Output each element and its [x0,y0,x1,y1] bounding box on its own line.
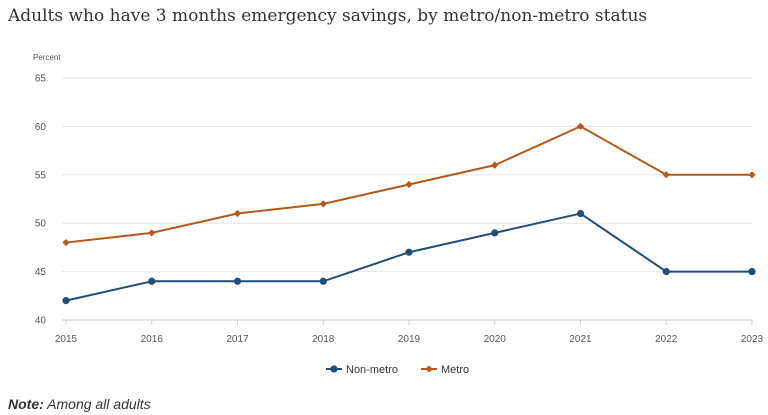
data-point-metro [576,122,585,130]
y-tick-label: 50 [35,219,47,230]
legend-label: Non-metro [346,364,398,376]
data-point-non-metro [662,268,670,276]
data-point-metro [748,171,756,179]
data-point-metro [233,209,242,218]
chart-title: Adults who have 3 months emergency savin… [8,6,648,26]
x-tick-label: 2022 [655,334,678,345]
data-point-metro [405,180,413,189]
y-tick-label: 40 [35,316,47,327]
x-tick-label: 2021 [569,334,592,345]
data-point-non-metro [319,277,327,285]
data-point-metro [662,171,670,179]
x-tick-label: 2020 [484,334,507,345]
x-tick-label: 2018 [312,334,335,345]
series-group [62,122,756,305]
legend: Non-metro Metro [326,364,469,376]
data-point-metro [148,229,156,237]
x-tick-label: 2017 [226,334,249,345]
x-axis: 2015 2016 2017 2018 2019 2020 2021 2022 2023 [55,320,764,345]
x-tick-label: 2016 [141,334,164,345]
data-point-metro [319,200,327,208]
data-point-non-metro [233,277,242,285]
legend-marker [425,365,433,373]
data-point-non-metro [576,209,585,218]
data-point-non-metro [491,229,499,237]
data-point-non-metro [405,248,413,256]
x-tick-label: 2023 [741,334,764,345]
grid-lines [62,77,752,321]
note-label: Note: [8,396,44,412]
note-text: Among all adults [43,396,151,412]
data-point-metro [491,161,499,169]
y-tick-label: 55 [35,170,47,181]
data-point-non-metro [748,268,756,276]
data-point-non-metro [62,297,70,305]
x-tick-label: 2019 [398,334,421,345]
data-point-non-metro [148,277,156,285]
y-tick-label: 65 [35,74,47,85]
note: Note: Among all adults [8,396,151,412]
y-tick-label: 45 [35,267,47,278]
legend-label: Metro [441,364,469,376]
y-axis: Percent 40 45 50 55 60 65 [33,53,61,327]
data-point-metro [62,238,70,247]
legend-marker [330,365,338,373]
x-tick-label: 2015 [55,334,78,345]
series-line-non-metro [65,212,752,302]
y-tick-label: 60 [35,122,47,133]
line-chart: Percent 40 45 50 55 60 65 2015 2016 2017 2018 2019… [33,53,764,376]
y-axis-label: Percent [33,53,61,62]
